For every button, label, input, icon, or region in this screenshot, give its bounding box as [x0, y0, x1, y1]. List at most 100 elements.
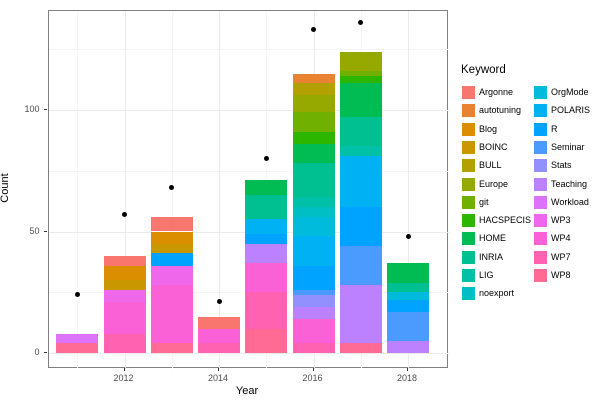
- legend-key-POLARIS: [534, 104, 547, 118]
- bar-segment-2017-git: [339, 71, 382, 76]
- y-tick-label: 0: [34, 347, 40, 357]
- data-point-2012: [122, 211, 127, 217]
- legend-key-WP4: [534, 232, 547, 246]
- legend-label-Europe: Europe: [479, 178, 509, 189]
- y-minor-gridline: [48, 170, 449, 172]
- bar-segment-2013-WP3: [150, 265, 193, 285]
- bar-segment-2017-INRIA: [339, 117, 382, 147]
- legend-label-R: R: [551, 123, 558, 134]
- legend-label-BULL: BULL: [479, 160, 502, 171]
- x-tick-label: 2014: [207, 372, 229, 383]
- bar-segment-2013-Blog: [150, 231, 193, 244]
- legend-key-HACSPECIS: [462, 214, 475, 228]
- x-tick: [218, 367, 219, 371]
- bar-segment-2017-Teaching: [339, 284, 382, 344]
- legend-label-WP7: WP7: [551, 251, 571, 262]
- bar-segment-2015-WP4: [245, 263, 288, 293]
- bar-segment-2017-LIG: [339, 146, 382, 157]
- bar-segment-2016-noexport: [292, 207, 335, 217]
- legend-key-WP8: [534, 269, 547, 282]
- legend-label-POLARIS: POLARIS: [551, 105, 591, 116]
- legend-label-BOINC: BOINC: [479, 141, 508, 152]
- data-point-2016: [311, 27, 316, 33]
- bar-segment-2014-WP4: [198, 328, 240, 344]
- legend-label-LIG: LIG: [479, 270, 494, 280]
- x-axis-title: Year: [235, 385, 259, 397]
- y-tick: [43, 230, 47, 232]
- legend-label-WP4: WP4: [551, 233, 571, 244]
- legend-key-Europe: [462, 177, 475, 191]
- data-point-2017: [358, 20, 364, 26]
- bar-segment-2017-Seminar: [339, 246, 382, 285]
- bar-segment-2018-Teaching: [387, 340, 429, 353]
- bar-segment-2017-R: [339, 207, 382, 247]
- x-tick-label: 2016: [302, 372, 323, 383]
- legend-label-Workload: Workload: [551, 196, 589, 207]
- y-tick: [43, 352, 47, 353]
- legend-key-BOINC: [462, 140, 475, 154]
- y-axis-title: Count: [0, 173, 11, 203]
- legend-key-R: [534, 122, 547, 136]
- legend-label-WP8: WP8: [551, 270, 571, 280]
- bar-segment-2012-BOINC: [103, 280, 146, 290]
- bar-segment-2015-WP8: [245, 328, 288, 353]
- legend-key-Teaching: [534, 177, 547, 191]
- bar-segment-2014-Argonne: [198, 316, 240, 329]
- data-point-2014: [216, 299, 222, 305]
- legend-key-Seminar: [534, 140, 547, 154]
- data-point-2011: [74, 292, 80, 298]
- bar-segment-2016-OrgMode: [292, 216, 335, 237]
- legend-label-INRIA: INRIA: [479, 251, 504, 262]
- bar-segment-2016-BULL: [292, 83, 335, 96]
- legend-key-Argonne: [462, 86, 475, 99]
- bar-segment-2018-HOME: [387, 263, 429, 283]
- legend-key-WP7: [534, 250, 547, 264]
- y-tick-label: 50: [29, 225, 40, 236]
- bar-segment-2015-R: [245, 233, 288, 244]
- bar-segment-2012-WP3: [103, 289, 146, 302]
- legend-key-BULL: [462, 159, 475, 173]
- legend-label-Teaching: Teaching: [551, 178, 588, 189]
- bar-segment-2017-WP8: [339, 343, 382, 353]
- bar-segment-2013-Argonne: [150, 216, 193, 232]
- bar-segment-2015-INRIA: [245, 195, 288, 220]
- bar-segment-2016-INRIA: [292, 163, 335, 198]
- legend-key-INRIA: [462, 250, 475, 264]
- bar-segment-2012-WP7: [103, 333, 146, 353]
- bar-segment-2016-Seminar: [292, 289, 335, 295]
- legend-label-Argonne: Argonne: [479, 87, 514, 97]
- legend-label-Blog: Blog: [479, 123, 498, 134]
- y-tick: [43, 109, 47, 110]
- bar-segment-2016-git: [292, 112, 335, 132]
- legend-label-HACSPECIS: HACSPECIS: [479, 215, 532, 226]
- bar-segment-2017-HOME: [339, 83, 382, 118]
- x-major-gridline: [124, 10, 126, 369]
- legend-label-OrgMode: OrgMode: [551, 87, 589, 97]
- legend-label-HOME: HOME: [479, 233, 506, 244]
- bar-segment-2012-WP4: [103, 301, 146, 334]
- bar-segment-2013-WP8: [150, 343, 193, 353]
- legend-label-git: git: [479, 196, 489, 207]
- bar-segment-2014-WP7: [198, 343, 240, 353]
- bar-segment-2018-Seminar: [387, 311, 429, 341]
- bar-segment-2017-Europe: [339, 51, 382, 72]
- x-tick-label: 2012: [113, 372, 134, 383]
- bar-segment-2016-autotuning: [292, 73, 335, 84]
- bar-segment-2016-Teaching: [292, 306, 335, 319]
- legend-key-Workload: [534, 195, 547, 209]
- bar-segment-2016-HACSPECIS: [292, 131, 335, 144]
- bar-segment-2011-WP8: [56, 343, 99, 353]
- legend-key-autotuning: [462, 104, 475, 118]
- legend-label-Stats: Stats: [551, 160, 572, 171]
- bar-segment-2018-INRIA: [387, 282, 429, 293]
- data-point-2013: [169, 185, 175, 191]
- y-major-gridline: [48, 110, 449, 111]
- legend-title: Keyword: [461, 64, 506, 76]
- bar-segment-2012-Blog: [103, 265, 146, 281]
- legend-label-Seminar: Seminar: [551, 141, 585, 152]
- legend-label-noexport: noexport: [479, 288, 515, 299]
- data-point-2015: [263, 156, 269, 162]
- legend-key-git: [462, 195, 475, 209]
- bar-segment-2016-LIG: [292, 197, 335, 208]
